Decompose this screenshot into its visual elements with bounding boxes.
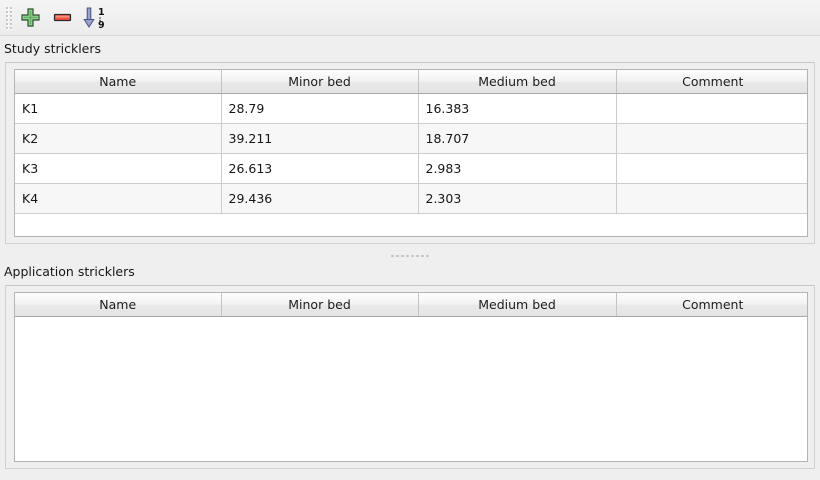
- table-row[interactable]: K2 39.211 18.707: [15, 123, 807, 154]
- application-stricklers-table-container[interactable]: Name Minor bed Medium bed Comment: [14, 292, 808, 462]
- column-header-name[interactable]: Name: [15, 293, 222, 317]
- table-header: Name Minor bed Medium bed Comment: [15, 70, 807, 94]
- svg-text:9: 9: [98, 20, 105, 31]
- application-stricklers-panel: Name Minor bed Medium bed Comment: [5, 285, 815, 469]
- cell-minor-bed[interactable]: 39.211: [221, 123, 419, 154]
- plus-icon: [20, 8, 40, 27]
- remove-button[interactable]: [47, 3, 77, 33]
- study-stricklers-table: Name Minor bed Medium bed Comment K1 28.7…: [15, 70, 807, 214]
- column-header-name[interactable]: Name: [15, 70, 222, 94]
- column-header-medium[interactable]: Medium bed: [418, 70, 617, 94]
- cell-name[interactable]: K3: [15, 153, 222, 184]
- column-header-medium[interactable]: Medium bed: [418, 293, 617, 317]
- table-header: Name Minor bed Medium bed Comment: [15, 293, 807, 317]
- cell-name[interactable]: K4: [15, 183, 222, 214]
- cell-minor-bed[interactable]: 28.79: [221, 93, 419, 124]
- table-body: K1 28.79 16.383 K2 39.211 18.707 K3 26.613 2.983…: [15, 93, 807, 214]
- column-header-minor[interactable]: Minor bed: [221, 293, 419, 317]
- cell-medium-bed[interactable]: 18.707: [418, 123, 617, 154]
- cell-medium-bed[interactable]: 2.983: [418, 153, 617, 184]
- cell-medium-bed[interactable]: 16.383: [418, 93, 617, 124]
- cell-minor-bed[interactable]: 29.436: [221, 183, 419, 214]
- toolbar: 1 9: [0, 0, 820, 36]
- header-row: Name Minor bed Medium bed Comment: [15, 70, 807, 94]
- table-row[interactable]: K4 29.436 2.303: [15, 183, 807, 214]
- cell-comment[interactable]: [616, 153, 807, 184]
- drag-handle-dots: [4, 5, 12, 30]
- study-stricklers-table-container[interactable]: Name Minor bed Medium bed Comment K1 28.7…: [14, 69, 808, 237]
- minus-icon: [53, 8, 72, 27]
- table-row[interactable]: K1 28.79 16.383: [15, 93, 807, 124]
- sort-ascending-icon: 1 9: [81, 5, 107, 31]
- application-stricklers-table: Name Minor bed Medium bed Comment: [15, 293, 807, 317]
- splitter-grip: [390, 254, 430, 258]
- cell-medium-bed[interactable]: 2.303: [418, 183, 617, 214]
- header-row: Name Minor bed Medium bed Comment: [15, 293, 807, 317]
- column-header-comment[interactable]: Comment: [616, 293, 807, 317]
- cell-name[interactable]: K2: [15, 123, 222, 154]
- cell-comment[interactable]: [616, 93, 807, 124]
- add-button[interactable]: [15, 3, 45, 33]
- svg-text:1: 1: [98, 7, 105, 18]
- cell-comment[interactable]: [616, 123, 807, 154]
- table-empty-area[interactable]: [15, 316, 807, 461]
- toolbar-drag-handle[interactable]: [2, 3, 14, 33]
- cell-name[interactable]: K1: [15, 93, 222, 124]
- panel-splitter[interactable]: [0, 250, 820, 262]
- study-stricklers-label: Study stricklers: [4, 41, 102, 56]
- column-header-minor[interactable]: Minor bed: [221, 70, 419, 94]
- table-empty-area[interactable]: [15, 213, 807, 232]
- sort-button[interactable]: 1 9: [79, 3, 109, 33]
- cell-minor-bed[interactable]: 26.613: [221, 153, 419, 184]
- study-stricklers-panel: Name Minor bed Medium bed Comment K1 28.7…: [5, 62, 815, 244]
- table-row[interactable]: K3 26.613 2.983: [15, 153, 807, 184]
- column-header-comment[interactable]: Comment: [616, 70, 807, 94]
- application-stricklers-label: Application stricklers: [4, 264, 135, 279]
- cell-comment[interactable]: [616, 183, 807, 214]
